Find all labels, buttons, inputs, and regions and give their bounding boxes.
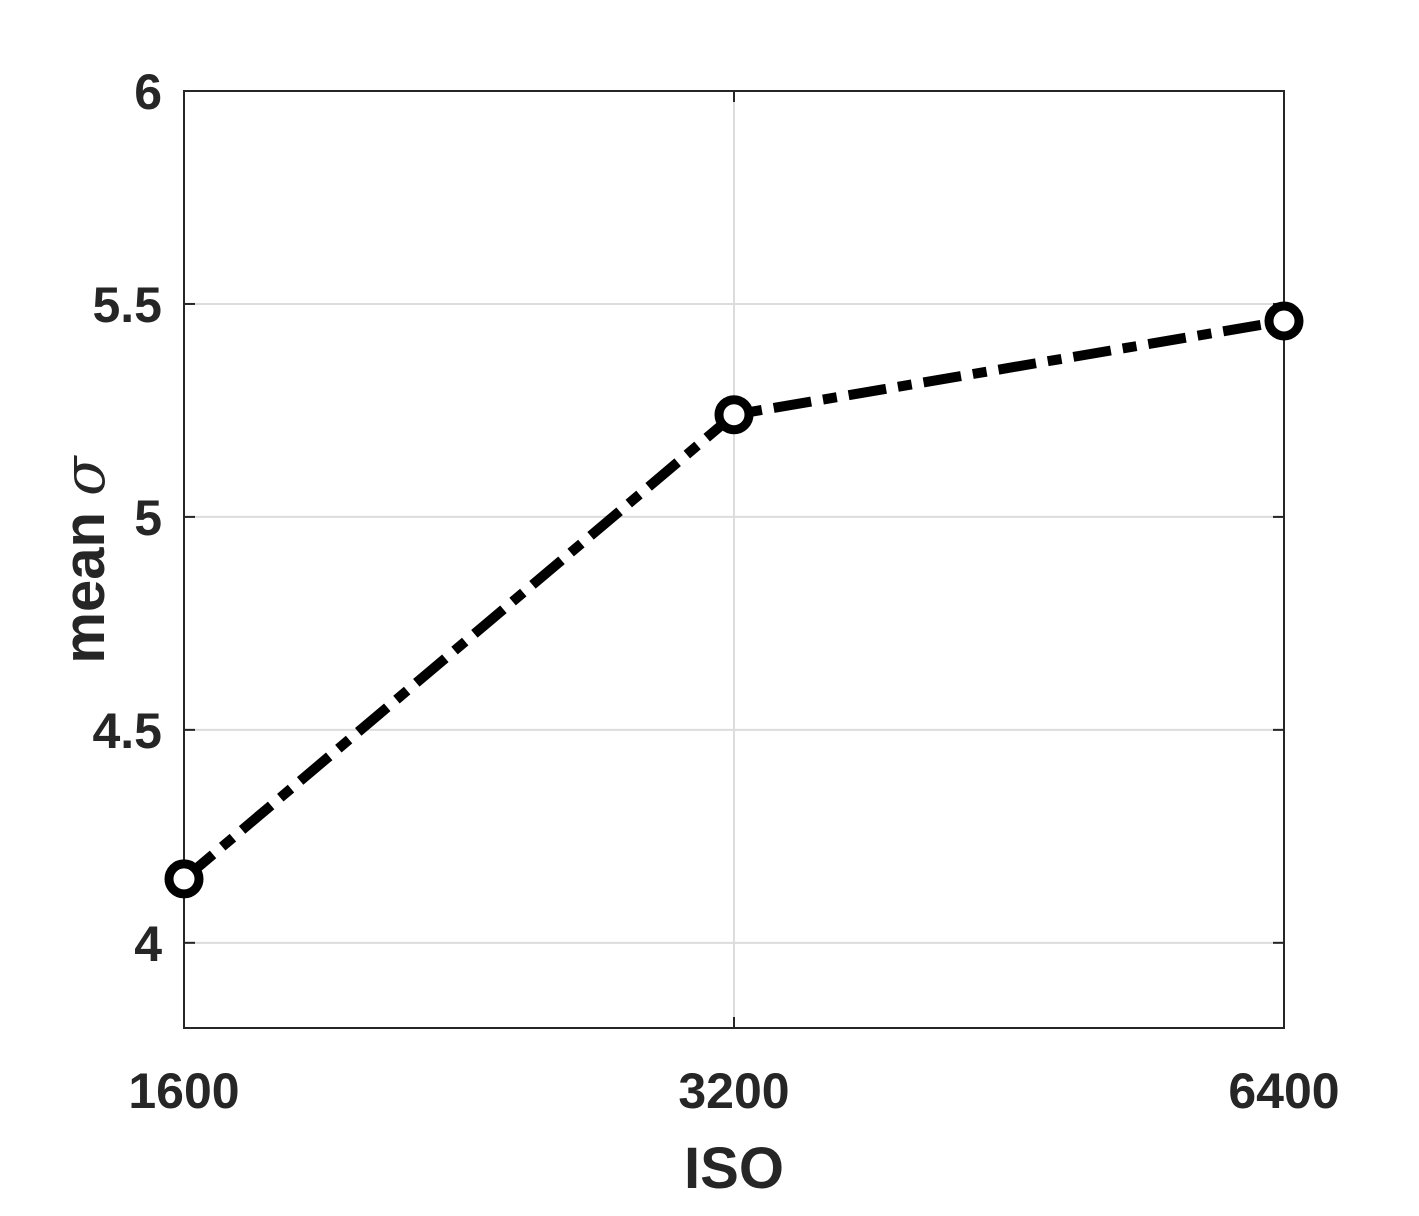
y-axis-label: mean σ <box>50 455 118 664</box>
y-tick-label: 5 <box>134 490 162 546</box>
data-point-marker <box>714 395 754 435</box>
y-tick-label: 6 <box>134 64 162 120</box>
y-axis-label-symbol: σ <box>50 455 118 496</box>
x-axis-label: ISO <box>684 1136 784 1201</box>
data-series <box>164 301 1304 899</box>
y-tick-label: 4 <box>134 916 162 972</box>
x-tick-label: 3200 <box>678 1063 789 1119</box>
data-point-marker <box>1264 301 1304 341</box>
y-tick-label: 5.5 <box>92 277 162 333</box>
y-tick-label: 4.5 <box>92 703 162 759</box>
x-tick-label: 1600 <box>128 1063 239 1119</box>
data-point-marker <box>164 859 204 899</box>
y-axis-label-text: mean <box>52 496 117 664</box>
tick-labels: 4 4.5 5 5.5 6 1600 3200 6400 <box>92 64 1339 1119</box>
x-tick-label: 6400 <box>1228 1063 1339 1119</box>
